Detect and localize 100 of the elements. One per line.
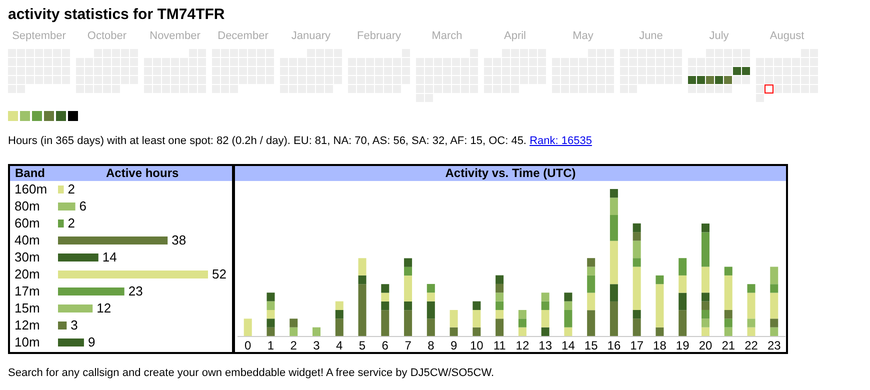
bar bbox=[290, 318, 298, 328]
category-label: March bbox=[432, 30, 462, 42]
x-axis-title: Active hours bbox=[106, 166, 179, 181]
bar bbox=[58, 202, 76, 210]
bar bbox=[724, 327, 732, 336]
bar bbox=[610, 215, 618, 241]
bar bbox=[381, 292, 390, 302]
y-tick-label: 15m bbox=[14, 300, 40, 316]
bar bbox=[518, 318, 526, 328]
x-tick-label: 12 bbox=[516, 338, 530, 352]
x-tick-label: 8 bbox=[428, 338, 435, 352]
x-tick-label: 1 bbox=[267, 338, 274, 352]
bar bbox=[587, 310, 596, 336]
text: Search for any callsign and create your own embeddable widget! A free service by DJ5CW/SO5CW. bbox=[8, 367, 494, 379]
bar bbox=[58, 304, 93, 312]
text: Rank: 16535 bbox=[530, 135, 592, 147]
bar bbox=[450, 327, 458, 336]
bar bbox=[358, 258, 366, 276]
bar bbox=[266, 327, 275, 336]
bar bbox=[724, 310, 732, 319]
x-tick-label: 18 bbox=[653, 338, 667, 352]
bar bbox=[747, 284, 756, 293]
bar bbox=[770, 292, 778, 319]
bar bbox=[656, 327, 664, 336]
category-label: February bbox=[356, 30, 402, 42]
bar bbox=[335, 318, 344, 336]
bar bbox=[381, 284, 390, 293]
bar bbox=[381, 301, 390, 310]
bar bbox=[587, 258, 596, 267]
bar bbox=[770, 327, 778, 336]
y-tick-label: 60m bbox=[14, 216, 40, 230]
data-label: 6 bbox=[79, 198, 87, 214]
data-label: 52 bbox=[212, 266, 226, 282]
bar bbox=[632, 232, 641, 241]
bar bbox=[496, 310, 504, 319]
bar bbox=[312, 327, 321, 336]
x-tick-label: 14 bbox=[562, 338, 576, 352]
text: activity statistics for TM74TFR bbox=[8, 6, 225, 23]
bar bbox=[678, 258, 687, 276]
bar bbox=[496, 301, 504, 310]
bar bbox=[426, 301, 435, 319]
bar bbox=[58, 254, 98, 262]
bar bbox=[450, 310, 458, 328]
bar bbox=[426, 292, 435, 302]
bar bbox=[656, 284, 664, 328]
bar bbox=[678, 292, 687, 310]
bar bbox=[58, 220, 64, 228]
x-tick-label: 5 bbox=[358, 338, 366, 352]
y-tick-label: 30m bbox=[14, 250, 40, 264]
bar bbox=[610, 284, 618, 302]
bar bbox=[472, 301, 481, 310]
bar bbox=[564, 327, 572, 336]
bar bbox=[632, 310, 641, 319]
bar bbox=[541, 327, 550, 336]
bar bbox=[404, 301, 412, 310]
category-label: December bbox=[218, 30, 269, 42]
text: Hours (in 365 days) with at least one spot: 82 (0.2h / day). EU: 81, NA: 70, AS: 56, SA: 32, AF: 15, OC: 45. bbox=[8, 135, 526, 147]
bar bbox=[564, 292, 572, 302]
bar bbox=[632, 318, 641, 336]
bar bbox=[678, 275, 687, 293]
bar bbox=[701, 266, 710, 293]
x-tick-label: 15 bbox=[584, 338, 598, 352]
bar bbox=[564, 301, 572, 310]
bar bbox=[290, 327, 298, 336]
data-label: 38 bbox=[172, 232, 186, 248]
bar bbox=[58, 338, 84, 346]
category-label: July bbox=[709, 30, 730, 42]
bar bbox=[358, 275, 366, 284]
bar bbox=[770, 284, 778, 293]
bar bbox=[244, 318, 252, 336]
bar bbox=[335, 301, 344, 310]
bar bbox=[632, 240, 641, 258]
x-tick-label: 7 bbox=[404, 338, 412, 352]
y-tick-label: 10m bbox=[14, 334, 40, 350]
data-label: 12 bbox=[96, 300, 112, 316]
x-tick-label: 4 bbox=[336, 338, 344, 352]
bar bbox=[701, 301, 710, 310]
bar bbox=[656, 275, 664, 284]
bar bbox=[58, 186, 64, 194]
bar bbox=[472, 310, 481, 328]
y-tick-label: 17m bbox=[14, 284, 40, 298]
category-label: October bbox=[87, 30, 127, 42]
bar bbox=[701, 310, 710, 319]
bar bbox=[610, 240, 618, 284]
category-label: January bbox=[291, 30, 332, 42]
bar bbox=[770, 318, 778, 328]
bar bbox=[701, 224, 710, 232]
bar bbox=[701, 318, 710, 328]
y-tick-label: 80m bbox=[14, 198, 40, 214]
bar bbox=[404, 258, 412, 267]
bar bbox=[701, 292, 710, 302]
x-tick-label: 10 bbox=[470, 338, 484, 352]
bar bbox=[381, 310, 390, 336]
x-tick-label: 22 bbox=[744, 338, 758, 352]
bar bbox=[632, 266, 641, 310]
bar bbox=[266, 318, 275, 328]
bar bbox=[678, 310, 687, 336]
bar bbox=[770, 266, 778, 284]
bar bbox=[426, 318, 435, 336]
bar bbox=[426, 284, 435, 293]
